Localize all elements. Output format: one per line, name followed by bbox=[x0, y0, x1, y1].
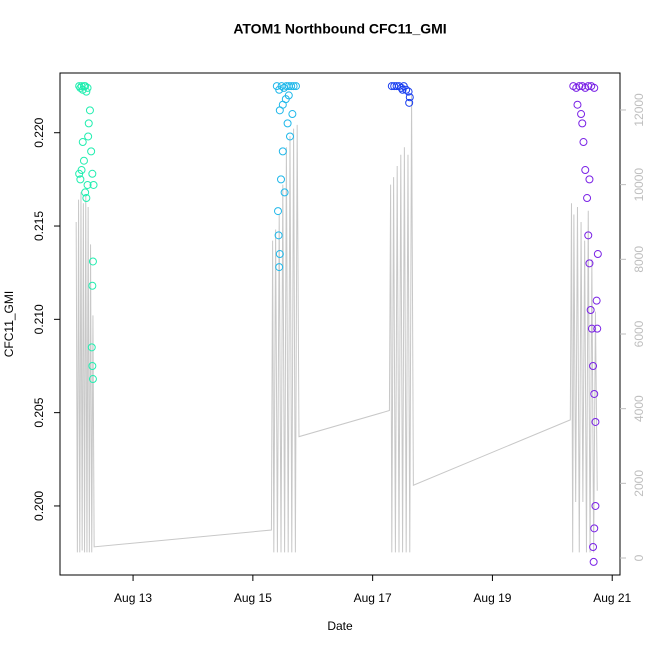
point bbox=[578, 119, 587, 128]
point bbox=[405, 98, 414, 107]
point bbox=[579, 138, 588, 147]
altitude-line bbox=[75, 95, 598, 553]
point bbox=[287, 82, 296, 91]
chart-title: ATOM1 Northbound CFC11_GMI bbox=[233, 21, 446, 37]
point bbox=[280, 83, 288, 92]
point bbox=[589, 543, 598, 552]
point bbox=[590, 524, 599, 533]
plot-frame bbox=[59, 72, 621, 576]
point bbox=[584, 231, 593, 240]
point bbox=[590, 83, 599, 92]
point bbox=[87, 147, 96, 156]
point bbox=[274, 207, 283, 216]
point bbox=[402, 85, 411, 94]
point bbox=[84, 119, 93, 128]
point bbox=[85, 106, 94, 115]
y-tick-label: 0.215 bbox=[32, 211, 46, 241]
point bbox=[275, 250, 284, 259]
point bbox=[89, 180, 98, 189]
point bbox=[573, 100, 582, 109]
point bbox=[390, 82, 399, 91]
y-tick-label: 0.210 bbox=[32, 304, 46, 334]
x-tick-label: Aug 17 bbox=[354, 591, 392, 605]
y-axis-label: CFC11_GMI bbox=[2, 291, 16, 357]
point bbox=[280, 188, 289, 197]
y2-tick-label: 2000 bbox=[632, 470, 646, 497]
point bbox=[84, 132, 93, 141]
point bbox=[88, 257, 97, 266]
point bbox=[585, 259, 594, 268]
y2-tick-label: 12000 bbox=[632, 93, 646, 127]
point bbox=[405, 93, 414, 102]
point bbox=[592, 296, 601, 305]
point bbox=[81, 188, 90, 197]
point bbox=[81, 82, 90, 91]
point bbox=[277, 175, 286, 184]
y2-tick-label: 4000 bbox=[632, 395, 646, 422]
point bbox=[587, 324, 596, 333]
point bbox=[575, 82, 584, 91]
x-tick-label: Aug 13 bbox=[114, 591, 152, 605]
point bbox=[593, 324, 602, 333]
point bbox=[75, 169, 84, 178]
point bbox=[585, 175, 594, 184]
point bbox=[591, 501, 600, 510]
point bbox=[586, 306, 595, 315]
point bbox=[404, 87, 413, 96]
point bbox=[79, 156, 88, 165]
point bbox=[82, 194, 91, 203]
point bbox=[77, 82, 86, 91]
point bbox=[398, 85, 407, 94]
point bbox=[589, 557, 598, 566]
y2-tick-label: 0 bbox=[632, 554, 646, 561]
point bbox=[274, 231, 283, 240]
point bbox=[275, 263, 284, 272]
y2-tick-label: 10000 bbox=[632, 168, 646, 202]
point bbox=[83, 180, 92, 189]
y2-tick-label: 6000 bbox=[632, 320, 646, 347]
point bbox=[584, 82, 593, 91]
point bbox=[88, 281, 97, 290]
point bbox=[88, 361, 97, 370]
point bbox=[577, 110, 586, 119]
point bbox=[283, 119, 292, 128]
point bbox=[289, 82, 298, 91]
x-tick-label: Aug 21 bbox=[593, 591, 631, 605]
y-tick-label: 0.205 bbox=[32, 397, 46, 427]
point bbox=[88, 169, 97, 178]
point bbox=[76, 175, 85, 184]
point bbox=[83, 83, 92, 92]
y-tick-label: 0.200 bbox=[32, 491, 46, 521]
point bbox=[589, 361, 598, 370]
point bbox=[581, 166, 590, 175]
x-tick-label: Aug 15 bbox=[234, 591, 272, 605]
x-axis-label: Date bbox=[327, 619, 353, 633]
y2-tick-label: 8000 bbox=[632, 246, 646, 273]
point bbox=[284, 91, 293, 100]
point bbox=[397, 83, 406, 92]
point bbox=[291, 82, 300, 91]
x-tick-label: Aug 19 bbox=[473, 591, 511, 605]
point bbox=[591, 417, 600, 426]
point bbox=[78, 138, 87, 147]
point bbox=[88, 375, 97, 384]
point bbox=[288, 110, 297, 119]
point bbox=[82, 87, 91, 96]
point bbox=[593, 250, 602, 259]
point bbox=[278, 147, 287, 156]
point bbox=[285, 132, 294, 141]
point bbox=[590, 389, 599, 398]
point bbox=[583, 194, 592, 203]
point bbox=[87, 343, 96, 352]
y-tick-label: 0.220 bbox=[32, 117, 46, 147]
